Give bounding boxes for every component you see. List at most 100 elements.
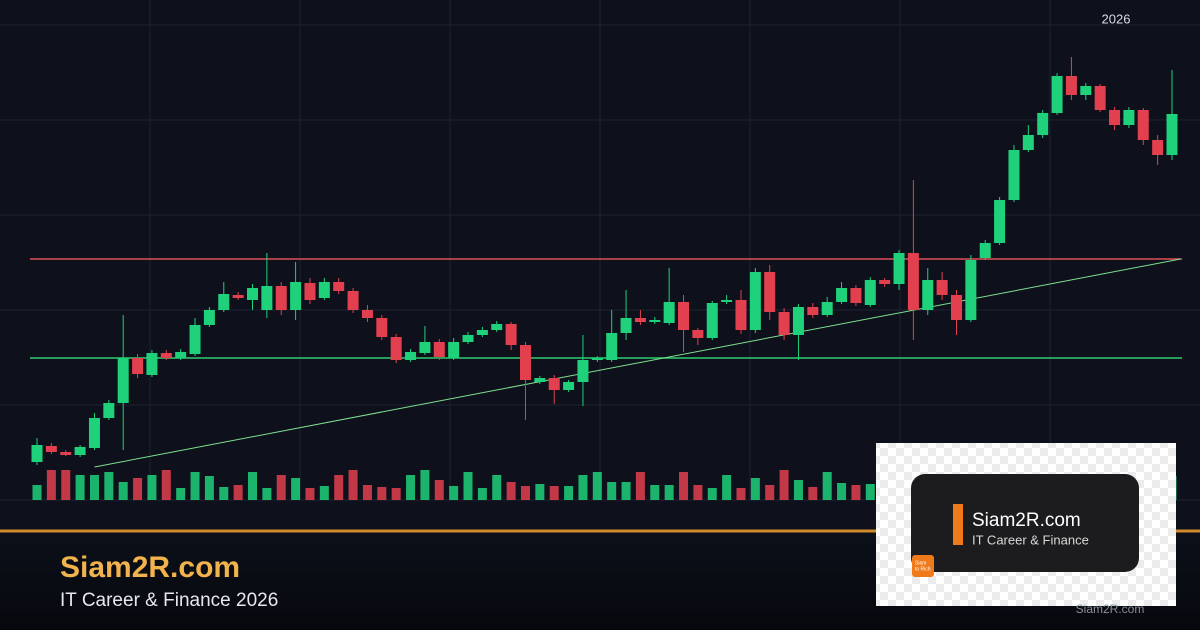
candle-body [117, 358, 129, 403]
candle-body [1094, 86, 1106, 110]
volume-bar [492, 475, 502, 500]
candle-body [1137, 110, 1149, 140]
candle-body [879, 280, 891, 284]
volume-bar [233, 485, 243, 500]
candle-body [275, 286, 287, 310]
candle-body [864, 280, 876, 305]
trend-line [94, 258, 1181, 468]
candle-body [1008, 150, 1020, 200]
candle-body [893, 253, 905, 284]
candle-body [203, 310, 215, 325]
candle-body [721, 300, 733, 302]
volume-bar [118, 482, 128, 500]
volume-bar [406, 475, 416, 500]
volume-bar [779, 470, 789, 500]
candle-body [160, 353, 172, 358]
volume-bar [449, 486, 459, 500]
candle-body [591, 358, 603, 360]
candle-body [965, 260, 977, 320]
candle-body [462, 335, 474, 342]
volume-bar [822, 472, 832, 500]
candle-body [74, 447, 86, 455]
candle-body [175, 352, 187, 358]
candle-body [347, 291, 359, 310]
volume-bar [75, 475, 85, 500]
volume-bar [722, 475, 732, 500]
candle-body [491, 324, 503, 330]
volume-bar [578, 475, 588, 500]
logo-subtitle: IT Career & Finance [972, 532, 1089, 547]
volume-bar [219, 487, 229, 500]
candle-body [922, 280, 934, 310]
candle-body [1109, 110, 1121, 125]
volume-bar [362, 485, 372, 500]
volume-bar [420, 470, 430, 500]
candle-body [735, 300, 747, 330]
brand-subtitle: IT Career & Finance 2026 [60, 590, 278, 611]
candle-body [1051, 76, 1063, 113]
volume-bar [204, 476, 214, 500]
volume-bar [104, 472, 114, 500]
candle-body [31, 445, 43, 462]
volume-bar [865, 484, 875, 500]
volume-bar [463, 472, 473, 500]
volume-bar [133, 478, 143, 500]
candle-body [778, 312, 790, 335]
watermark: Siam2R.com [1076, 602, 1145, 616]
volume-bar [147, 475, 157, 500]
candle-body [692, 330, 704, 338]
candle-body [749, 272, 761, 330]
candle-body [290, 282, 302, 310]
candle-body [448, 342, 460, 358]
volume-bar [32, 485, 42, 500]
volume-bar [46, 470, 56, 500]
volume-bar [305, 488, 315, 500]
candle-body [232, 295, 244, 298]
volume-bar [750, 478, 760, 500]
volume-bar [607, 482, 617, 500]
candle-body [821, 302, 833, 315]
volume-bar [707, 488, 717, 500]
candle-body [1022, 135, 1034, 150]
candle-body [189, 325, 201, 354]
candle-body [548, 378, 560, 390]
volume-bar [592, 472, 602, 500]
candle-body [433, 342, 445, 357]
logo-badge [912, 555, 934, 577]
volume-bar [650, 485, 660, 500]
candle-body [649, 320, 661, 322]
candle-body [476, 330, 488, 335]
candle-body [505, 324, 517, 345]
candle-body [1037, 113, 1049, 135]
volume-bar [262, 488, 272, 500]
volume-bar [190, 472, 200, 500]
volume-bar [851, 485, 861, 500]
candle-body [663, 302, 675, 323]
candle-body [620, 318, 632, 333]
candle-body [836, 288, 848, 302]
logo-badge-line: Siam [915, 560, 926, 566]
volume-bar [564, 486, 574, 500]
logo-card [911, 474, 1139, 572]
candle-body [1123, 110, 1135, 125]
candle-body [103, 403, 115, 418]
candle-body [994, 200, 1006, 243]
volume-bar [391, 488, 401, 500]
candle-body [807, 307, 819, 315]
volume-bar [765, 485, 775, 500]
candle-body [850, 288, 862, 303]
candle-body [1152, 140, 1164, 155]
volume-bar [348, 470, 358, 500]
volume-bar [621, 482, 631, 500]
volume-bar [291, 478, 301, 500]
candle-body [534, 378, 546, 382]
candle-body [678, 302, 690, 330]
volume-bar [549, 486, 559, 500]
volume-bar [506, 482, 516, 500]
candle-body [936, 280, 948, 295]
candle-body [950, 295, 962, 320]
volume-bar [793, 480, 803, 500]
volume-bar [161, 470, 171, 500]
logo-bar [953, 504, 963, 545]
